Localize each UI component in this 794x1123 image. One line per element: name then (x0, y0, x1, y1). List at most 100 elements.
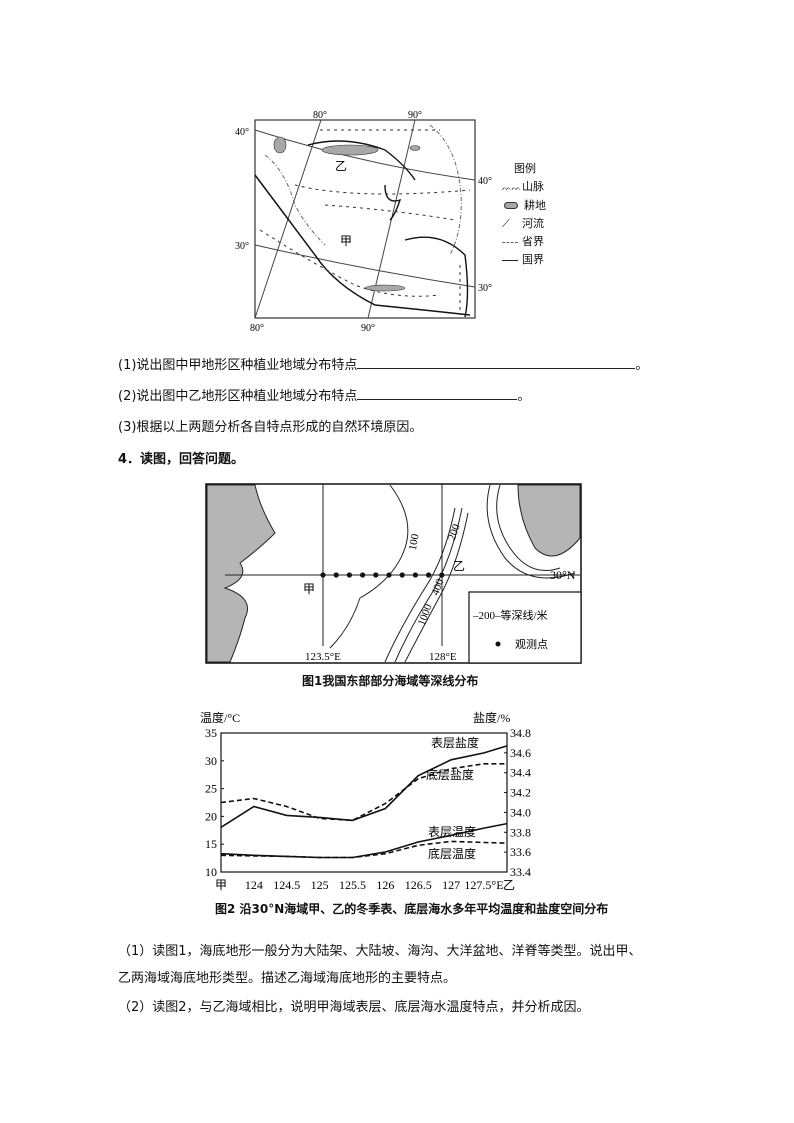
region-label-yi: 乙 (335, 159, 347, 173)
y-right-tick-label: 34.0 (510, 805, 531, 819)
series-label: 表层盐度 (431, 735, 479, 750)
observation-point (373, 572, 379, 578)
lon-label: 123.5°E (305, 651, 341, 663)
legend-observation: 观测点 (515, 638, 548, 651)
mountain-ranges (259, 129, 471, 315)
question-3-1: (1)说出图中甲地形区种植业地域分布特点。 (118, 356, 649, 373)
farmland (409, 145, 421, 151)
y-right-tick-label: 33.8 (510, 825, 531, 839)
x-tick-label: 124 (245, 878, 263, 892)
question-3-2: (2)说出图中乙地形区种植业地域分布特点。 (118, 387, 531, 404)
observation-point (320, 572, 326, 578)
y-right-tick-label: 34.2 (510, 786, 531, 800)
x-tick-label: 125 (311, 878, 329, 892)
question-4-2: （2）读图2，与乙海域相比，说明甲海域表层、底层海水温度特点，并分析成因。 (118, 1000, 590, 1015)
y-left-tick-label: 15 (205, 837, 217, 851)
point-label-jia: 甲 (303, 582, 315, 596)
map2-legend (468, 591, 582, 664)
question-4-1-line1: （1）读图1，海底地形一般分为大陆架、大陆坡、海沟、大洋盆地、洋脊等类型。说出甲… (118, 944, 642, 959)
y-left-label: 温度/°C (200, 710, 240, 725)
observation-point (399, 572, 405, 578)
y-right-tick-label: 34.6 (510, 746, 531, 760)
province-border (429, 124, 462, 256)
east-china-sea-depth-map: 100 200 1000 400 甲 乙 30°N 123.5°E 128°E … (205, 483, 582, 664)
river (404, 236, 469, 318)
series-line-1 (220, 763, 507, 822)
legend-item: 省界 (502, 233, 546, 251)
x-tick-label: 125.5 (339, 878, 366, 892)
series-label: 底层盐度 (426, 767, 474, 782)
contour-label: 400 (430, 577, 447, 597)
lat-label: 30° (235, 241, 249, 252)
mainland-coast (206, 484, 276, 663)
lon-label: 90° (408, 110, 422, 121)
observation-points (320, 572, 445, 578)
river-icon: ⟋ (502, 217, 510, 230)
observation-point (426, 572, 432, 578)
y-right-tick-label: 34.8 (510, 726, 531, 740)
x-tick-label: 甲 (215, 878, 227, 892)
answer-blank[interactable] (357, 387, 518, 400)
island-land (517, 484, 581, 557)
national-border (254, 174, 471, 316)
legend-title: 图例 (514, 162, 536, 175)
legend-contour: ‒200‒等深线/米 (472, 608, 548, 622)
contour-label: 200 (446, 522, 463, 542)
map1-legend: 图例 ᨓᨓ山脉 耕地 ⟋ 河流 省界 国界 (502, 160, 546, 269)
observation-point (346, 572, 352, 578)
farmland (273, 136, 287, 154)
parallel-30 (254, 244, 476, 288)
national-border-icon (502, 259, 518, 261)
x-tick-label: 127.5°E (464, 878, 503, 892)
legend-item: ⟋ 河流 (502, 215, 546, 233)
province-border (264, 154, 326, 246)
y-left-tick-label: 35 (205, 726, 217, 740)
x-tick-label: 127 (442, 878, 460, 892)
series-label: 底层温度 (428, 846, 476, 861)
mountain-icon: ᨓᨓ (502, 183, 522, 192)
observation-point (386, 572, 392, 578)
observation-point (333, 572, 339, 578)
lat-label: 40° (478, 176, 492, 187)
depth-contours (329, 484, 576, 663)
observation-point (439, 572, 445, 578)
x-tick-label: 乙 (503, 878, 515, 892)
question-4-heading: 4．读图，回答问题。 (118, 452, 245, 467)
farmland (321, 144, 379, 156)
answer-blank[interactable] (357, 356, 636, 369)
x-tick-label: 126 (376, 878, 394, 892)
region-label-jia: 甲 (340, 234, 352, 248)
legend-item: ᨓᨓ山脉 (502, 178, 546, 197)
y-right-tick-label: 33.6 (510, 845, 531, 859)
y-right-label: 盐度/% (473, 710, 510, 725)
lon-label: 128°E (429, 651, 457, 663)
observation-point (360, 572, 366, 578)
farmland-icon (504, 202, 518, 209)
river (307, 140, 416, 181)
observation-point-icon (495, 641, 501, 647)
series-label: 表层温度 (428, 824, 476, 839)
contour-icon: ‒ (472, 610, 479, 622)
contour-label: 100 (407, 532, 422, 551)
lat-label: 30°N (550, 568, 576, 582)
province-border-icon (502, 241, 518, 243)
lat-label: 30° (478, 283, 492, 294)
y-right-tick-label: 34.4 (510, 766, 531, 780)
series-line-3 (220, 840, 508, 859)
x-tick-label: 126.5 (405, 878, 432, 892)
temperature-salinity-chart: 温度/°C 盐度/% 10 15 20 25 30 35 33.4 33.6 33.8 34.0 3… (200, 710, 531, 892)
legend-item: 耕地 (502, 197, 546, 215)
y-left-tick-label: 20 (205, 809, 217, 823)
legend-item: 国界 (502, 251, 546, 269)
figure1-caption: 图1我国东部部分海域等深线分布 (302, 674, 479, 688)
x-tick-label: 124.5 (273, 878, 300, 892)
tibet-xinjiang-map: 乙 甲 80° 90° 80° 90° 40° 30° 40° 30° (235, 110, 492, 334)
y-left-tick-label: 25 (205, 782, 217, 796)
point-label-yi: 乙 (453, 559, 465, 573)
series-line-0 (220, 745, 508, 828)
y-right-tick-label: 33.4 (510, 865, 531, 879)
lon-label: 90° (361, 323, 375, 334)
question-3-3: (3)根据以上两题分析各自特点形成的自然环境原因。 (118, 420, 423, 435)
lon-label: 80° (250, 323, 264, 334)
observation-point (412, 572, 418, 578)
